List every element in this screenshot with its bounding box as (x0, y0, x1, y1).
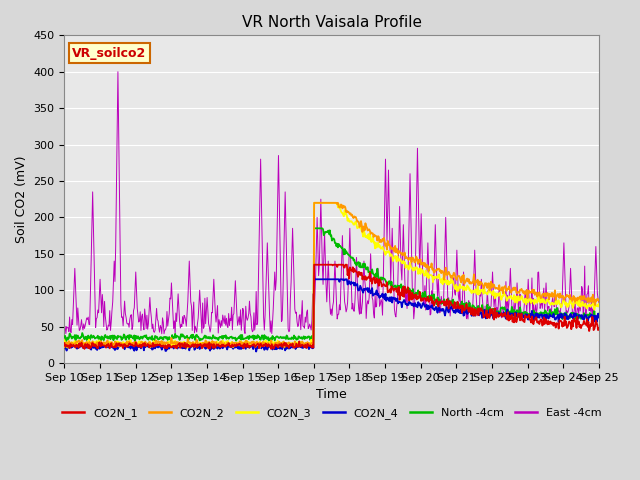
Title: VR North Vaisala Profile: VR North Vaisala Profile (242, 15, 422, 30)
X-axis label: Time: Time (316, 388, 347, 401)
Text: VR_soilco2: VR_soilco2 (72, 47, 147, 60)
Legend: CO2N_1, CO2N_2, CO2N_3, CO2N_4, North -4cm, East -4cm: CO2N_1, CO2N_2, CO2N_3, CO2N_4, North -4… (58, 403, 606, 423)
Y-axis label: Soil CO2 (mV): Soil CO2 (mV) (15, 156, 28, 243)
